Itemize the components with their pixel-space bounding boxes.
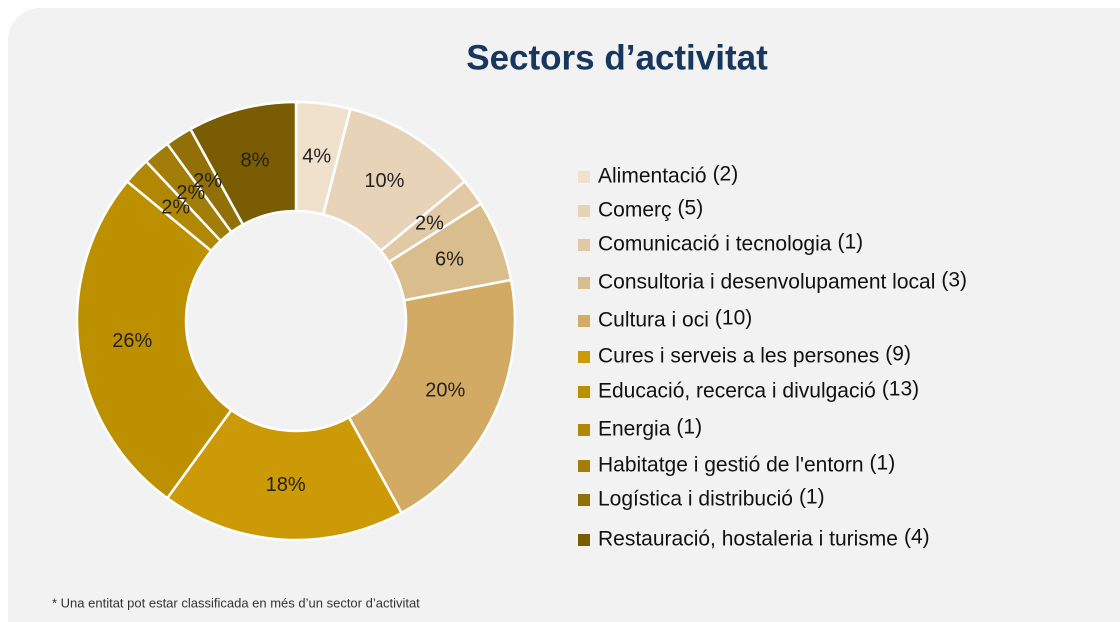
legend-count: (1) [676, 416, 702, 439]
legend-swatch [578, 239, 590, 251]
legend-label: Educació, recerca i divulgació [598, 380, 876, 403]
value-label: 20% [425, 380, 465, 402]
slice [75, 179, 234, 500]
legend-label: Alimentació [598, 165, 707, 188]
legend-count: (3) [941, 269, 967, 292]
legend-count: (4) [904, 526, 930, 549]
chart-title: Sectors d’activitat [466, 38, 768, 77]
value-label: 4% [302, 146, 331, 168]
value-label: 26% [112, 330, 152, 352]
legend-label: Comerç [598, 199, 672, 222]
legend-label: Consultoria i desenvolupament local [598, 271, 935, 294]
legend-count: (1) [870, 452, 896, 475]
legend-count: (1) [799, 486, 825, 509]
legend-count: (1) [837, 231, 863, 254]
legend-count: (5) [678, 197, 704, 220]
value-label: 8% [241, 149, 270, 171]
legend-swatch [578, 424, 590, 436]
slice [188, 100, 298, 227]
value-label: 6% [435, 249, 464, 271]
legend-label: Habitatge i gestió de l'entorn [598, 454, 864, 477]
legend-count: (2) [713, 163, 739, 186]
legend-label: Logística i distribució [598, 488, 793, 511]
legend-count: (10) [715, 307, 752, 330]
legend-swatch [578, 534, 590, 546]
legend-count: (13) [882, 378, 919, 401]
value-label: 2% [161, 196, 190, 218]
value-label: 18% [266, 474, 306, 496]
legend-swatch [578, 351, 590, 363]
legend-swatch [578, 315, 590, 327]
legend-label: Comunicació i tecnologia [598, 233, 832, 256]
value-label: 10% [364, 170, 404, 192]
legend-label: Energia [598, 418, 671, 441]
legend-swatch [578, 494, 590, 506]
legend-swatch [578, 171, 590, 183]
value-label: 2% [415, 212, 444, 234]
value-label: 2% [176, 182, 205, 204]
legend-swatch [578, 205, 590, 217]
slice [165, 408, 404, 542]
legend-swatch [578, 386, 590, 398]
slice [347, 278, 517, 515]
value-label: 2% [193, 170, 222, 192]
legend-label: Cures i serveis a les persones [598, 345, 879, 368]
legend-label: Cultura i oci [598, 309, 709, 332]
legend-swatch [578, 460, 590, 472]
legend-count: (9) [885, 343, 911, 366]
legend-swatch [578, 277, 590, 289]
footnote: * Una entitat pot estar classificada en … [52, 595, 420, 610]
legend-label: Restauració, hostaleria i turisme [598, 528, 898, 551]
